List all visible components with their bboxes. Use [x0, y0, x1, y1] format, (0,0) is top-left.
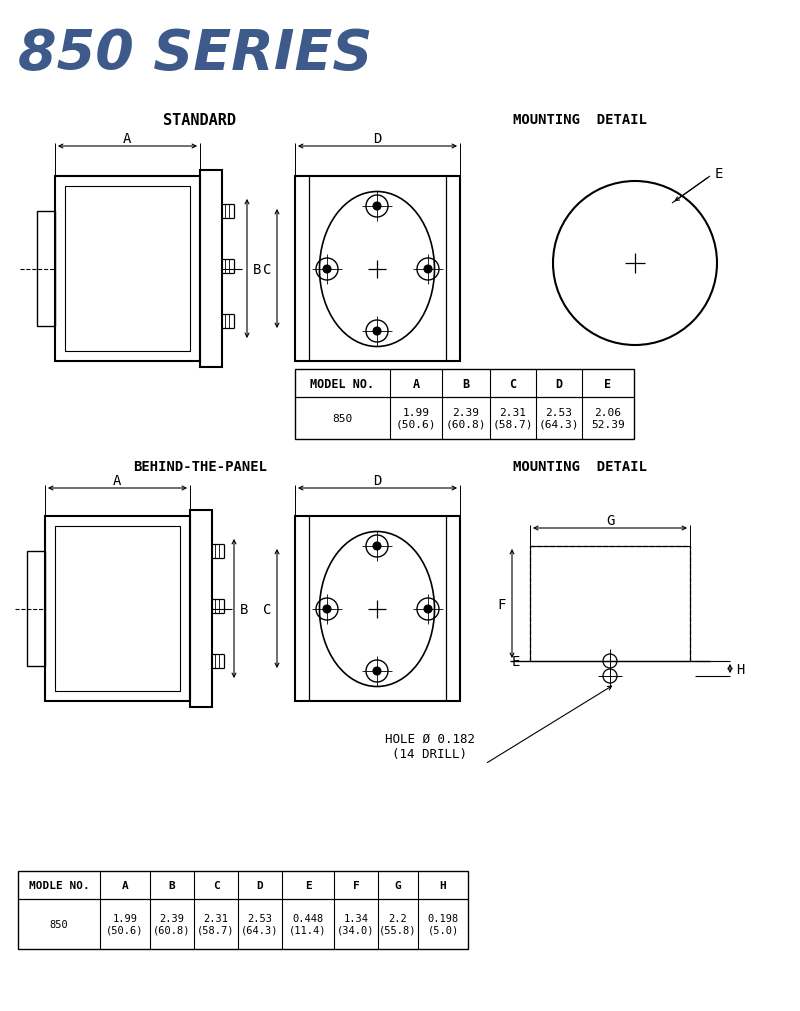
Text: 850: 850 — [332, 413, 352, 424]
Bar — [530, 547, 690, 661]
Text: MOUNTING  DETAIL: MOUNTING DETAIL — [513, 460, 647, 473]
Text: 2.31
(58.7): 2.31 (58.7) — [198, 913, 234, 935]
Text: G: G — [606, 514, 614, 528]
Text: 0.448
(11.4): 0.448 (11.4) — [290, 913, 326, 935]
Bar — [37, 211, 55, 327]
Circle shape — [373, 667, 381, 675]
Bar — [27, 551, 45, 666]
Text: B: B — [240, 603, 248, 617]
Text: G: G — [394, 881, 402, 890]
Bar — [295, 517, 460, 702]
Text: C: C — [213, 881, 219, 890]
Text: B: B — [169, 881, 175, 890]
Text: C: C — [263, 603, 271, 617]
Bar — [55, 527, 180, 692]
Circle shape — [373, 203, 381, 210]
Circle shape — [373, 328, 381, 336]
Circle shape — [323, 606, 331, 614]
Circle shape — [323, 266, 331, 274]
Text: F: F — [498, 598, 506, 612]
Bar — [18, 871, 468, 949]
Text: 1.99
(50.6): 1.99 (50.6) — [396, 407, 436, 430]
Text: 2.53
(64.3): 2.53 (64.3) — [538, 407, 579, 430]
Text: 850: 850 — [50, 919, 68, 929]
Text: C: C — [510, 377, 517, 390]
Text: A: A — [113, 473, 121, 487]
Text: D: D — [257, 881, 263, 890]
Text: D: D — [555, 377, 562, 390]
Text: A: A — [413, 377, 419, 390]
Text: HOLE Ø 0.182
(14 DRILL): HOLE Ø 0.182 (14 DRILL) — [385, 732, 475, 760]
Text: E: E — [605, 377, 611, 390]
Text: MODEL NO.: MODEL NO. — [310, 377, 374, 390]
Text: D: D — [373, 473, 381, 487]
Bar — [200, 171, 222, 368]
Text: MODLE NO.: MODLE NO. — [29, 881, 90, 890]
Text: A: A — [123, 131, 131, 146]
Text: 850 SERIES: 850 SERIES — [18, 27, 372, 81]
Text: E: E — [715, 167, 723, 181]
Text: C: C — [263, 263, 271, 277]
Bar — [295, 370, 634, 440]
Text: E: E — [305, 881, 311, 890]
Bar — [65, 187, 190, 352]
Text: B: B — [462, 377, 470, 390]
Text: 0.198
(5.0): 0.198 (5.0) — [427, 913, 458, 935]
Bar — [55, 177, 200, 362]
Circle shape — [373, 543, 381, 550]
Text: 1.34
(34.0): 1.34 (34.0) — [338, 913, 374, 935]
Text: 2.2
(55.8): 2.2 (55.8) — [379, 913, 417, 935]
Text: 2.53
(64.3): 2.53 (64.3) — [242, 913, 278, 935]
Circle shape — [424, 606, 432, 614]
Text: H: H — [440, 881, 446, 890]
Circle shape — [424, 266, 432, 274]
Text: B: B — [253, 263, 261, 277]
Text: 2.39
(60.8): 2.39 (60.8) — [154, 913, 190, 935]
Text: D: D — [373, 131, 381, 146]
Text: BEHIND-THE-PANEL: BEHIND-THE-PANEL — [133, 460, 267, 473]
Bar — [295, 177, 460, 362]
Text: E: E — [512, 654, 520, 668]
Text: H: H — [736, 662, 744, 676]
Text: F: F — [353, 881, 359, 890]
Text: 2.06
52.39: 2.06 52.39 — [591, 407, 625, 430]
Text: A: A — [122, 881, 128, 890]
Text: MOUNTING  DETAIL: MOUNTING DETAIL — [513, 113, 647, 126]
Bar — [45, 517, 190, 702]
Text: STANDARD: STANDARD — [163, 112, 237, 127]
Text: 1.99
(50.6): 1.99 (50.6) — [106, 913, 144, 935]
Text: 2.39
(60.8): 2.39 (60.8) — [446, 407, 486, 430]
Text: 2.31
(58.7): 2.31 (58.7) — [493, 407, 534, 430]
Bar — [190, 511, 212, 708]
